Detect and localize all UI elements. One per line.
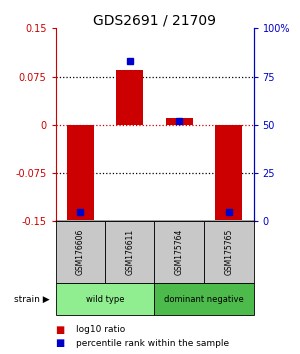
Title: GDS2691 / 21709: GDS2691 / 21709 xyxy=(93,13,216,27)
Text: log10 ratio: log10 ratio xyxy=(76,325,126,335)
Text: GSM175765: GSM175765 xyxy=(224,229,233,275)
Text: percentile rank within the sample: percentile rank within the sample xyxy=(76,339,230,348)
Bar xyxy=(116,70,143,125)
Bar xyxy=(215,125,242,220)
Text: dominant negative: dominant negative xyxy=(164,295,244,304)
Text: GSM175764: GSM175764 xyxy=(175,229,184,275)
Bar xyxy=(67,125,94,220)
Text: wild type: wild type xyxy=(86,295,124,304)
Text: GSM176611: GSM176611 xyxy=(125,229,134,275)
Bar xyxy=(166,118,193,125)
Text: GSM176606: GSM176606 xyxy=(76,229,85,275)
Text: strain ▶: strain ▶ xyxy=(14,295,50,304)
Text: ■: ■ xyxy=(56,338,65,348)
Text: ■: ■ xyxy=(56,325,65,335)
